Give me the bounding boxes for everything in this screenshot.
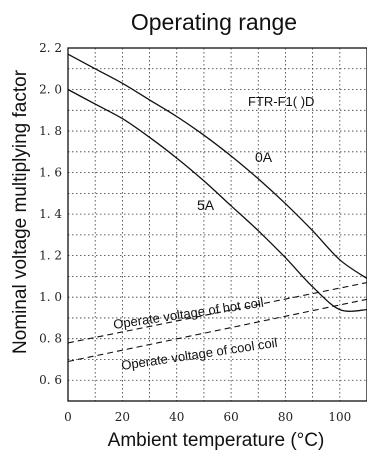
y-tick-label: 2. 2: [39, 41, 62, 55]
plot-frame: [67, 47, 367, 402]
x-tick-label: 40: [169, 410, 184, 424]
series-line-3: [67, 298, 367, 363]
series-line-2: [67, 282, 367, 344]
x-tick-label: 20: [115, 410, 130, 424]
y-tick-label: 0. 6: [39, 373, 62, 387]
x-axis-label: Ambient temperature (°C): [108, 430, 325, 451]
series-label-hot-coil: Operate voltage of hot coil: [112, 295, 264, 332]
y-axis-label: Nominal voltage multiplying factor: [10, 69, 31, 354]
x-tick-label: 80: [278, 410, 293, 424]
y-tick-label: 1. 0: [39, 290, 62, 304]
x-tick-label: 100: [328, 410, 351, 424]
chart-title: Operating range: [131, 9, 297, 35]
series-layer: [67, 53, 367, 363]
series-label-cool-coil: Operate voltage of cool coil: [120, 335, 278, 373]
y-tick-label: 1. 6: [39, 166, 62, 180]
tick-labels: 0 20 40 60 80 100 0. 6 0. 8 1. 0 1. 2 1. 4 1. 6 1. 8…: [39, 41, 351, 424]
y-tick-label: 1. 8: [39, 124, 62, 138]
y-tick-label: 2. 0: [39, 83, 62, 97]
series-label-0a: 0A: [255, 149, 273, 165]
series-line-0: [67, 53, 367, 280]
y-tick-label: 0. 8: [39, 332, 62, 346]
x-tick-label: 60: [223, 410, 238, 424]
y-tick-label: 1. 2: [39, 249, 62, 263]
series-label-5a: 5A: [197, 197, 215, 213]
y-tick-label: 1. 4: [39, 207, 62, 221]
grid: [68, 48, 367, 401]
x-tick-label: 0: [64, 410, 72, 424]
model-label: FTR-F1( )D: [248, 94, 314, 109]
series-line-1: [67, 88, 367, 312]
